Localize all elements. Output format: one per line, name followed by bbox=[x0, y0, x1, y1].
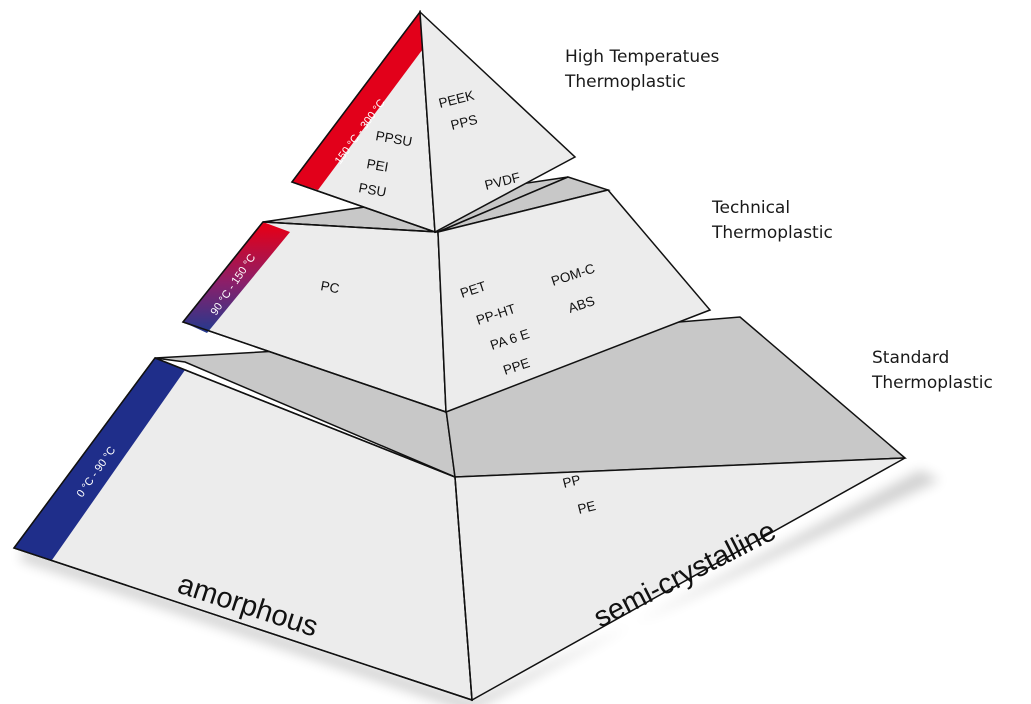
material-label: PSU bbox=[357, 180, 387, 200]
top-tier bbox=[290, 9, 577, 234]
category-label-standard-line2: Thermoplastic bbox=[871, 373, 993, 393]
bottom-tier bbox=[12, 316, 907, 702]
middle-face-semicrystalline bbox=[437, 189, 712, 414]
bottom-temperature-band bbox=[14, 358, 185, 560]
category-label-high-temp-line2: Thermoplastic bbox=[564, 72, 686, 92]
category-label-technical-line2: Thermoplastic bbox=[711, 223, 833, 243]
material-label: PC bbox=[319, 278, 340, 296]
material-label: PEI bbox=[365, 156, 389, 175]
top-temperature-band bbox=[292, 12, 437, 190]
category-label-standard-line1: Standard bbox=[872, 348, 949, 368]
material-label: PPSU bbox=[374, 128, 413, 149]
material-label: PE bbox=[576, 498, 597, 517]
middle-temperature-band bbox=[183, 222, 290, 333]
category-label-technical-line1: Technical bbox=[711, 198, 790, 218]
category-label-high-temp-line1: High Temperatues bbox=[565, 47, 720, 67]
material-label: PPS bbox=[449, 112, 479, 133]
top-face-semicrystalline bbox=[419, 10, 577, 234]
material-label: PP bbox=[561, 472, 582, 491]
